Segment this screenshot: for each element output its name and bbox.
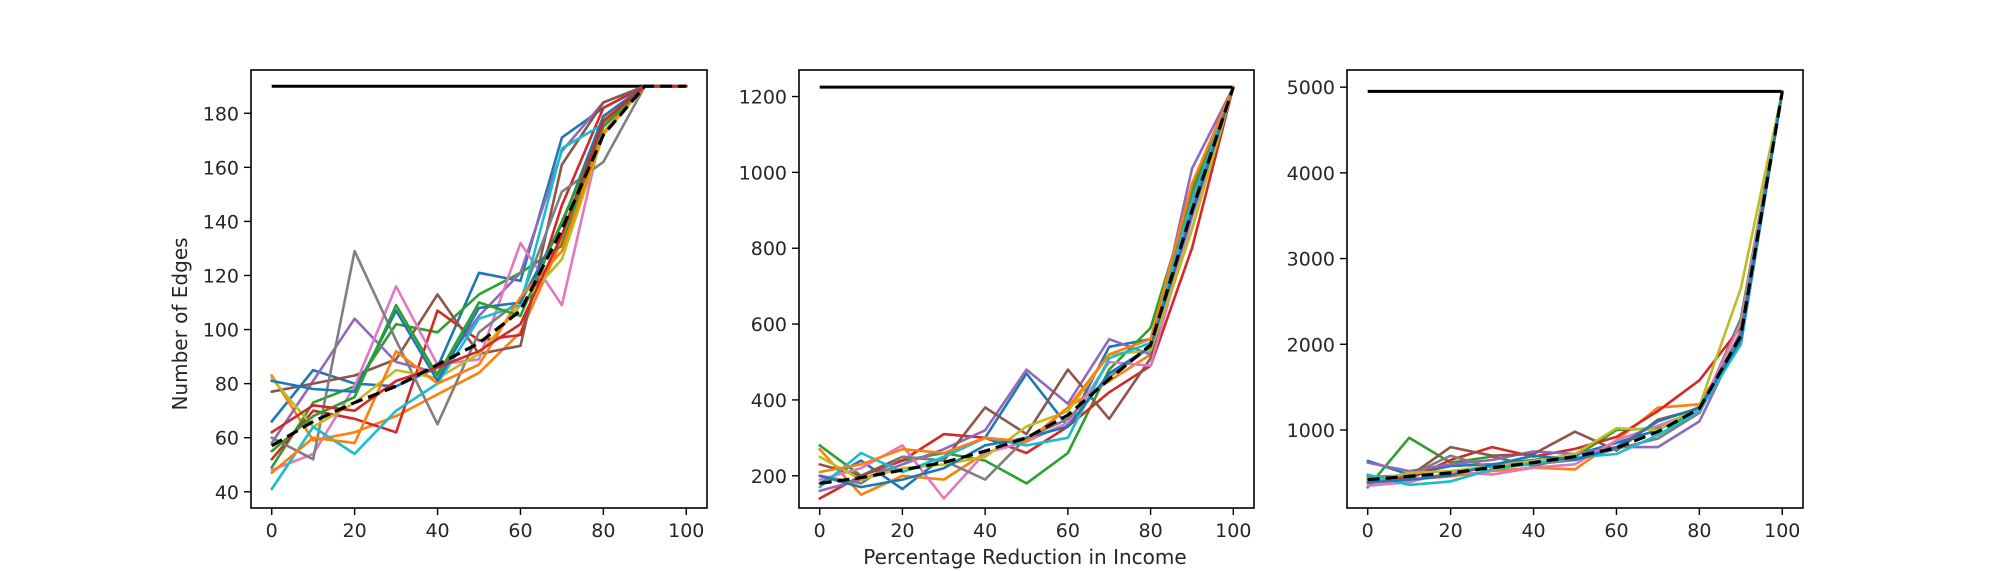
y-tick-label: 600 — [751, 314, 787, 336]
series-line-11 — [270, 84, 688, 394]
x-tick-label: 40 — [973, 520, 997, 542]
series-line-3 — [1366, 90, 1784, 489]
x-tick-label: 20 — [890, 520, 914, 542]
series-line-8 — [1366, 90, 1784, 479]
x-tick-label: 100 — [1215, 520, 1251, 542]
series-line-6 — [270, 84, 688, 394]
series-line-3 — [270, 84, 688, 469]
y-axis-label: Number of Edges — [168, 237, 192, 410]
y-tick-label: 800 — [751, 238, 787, 260]
y-tick-label: 140 — [203, 211, 239, 233]
series-line-2 — [1366, 90, 1784, 485]
mean-line — [819, 86, 1235, 485]
panel-2: 0 20 40 60 80 100 200 400 600 800 1000 1200 — [739, 69, 1255, 542]
x-tick-label: 40 — [1521, 520, 1545, 542]
series-line-5 — [1366, 90, 1784, 473]
y-tick-label: 100 — [203, 320, 239, 342]
axes-frame — [798, 69, 1255, 509]
x-tick-label: 0 — [266, 520, 278, 542]
x-tick-label: 80 — [591, 520, 615, 542]
y-tick-label: 1000 — [739, 162, 787, 184]
plot-area — [1366, 89, 1784, 489]
series-line-10 — [270, 84, 688, 491]
x-tick-label: 80 — [1138, 520, 1162, 542]
x-tick-label: 100 — [1764, 520, 1800, 542]
x-tick-label: 60 — [1056, 520, 1080, 542]
y-tick-label: 120 — [203, 265, 239, 287]
panel-1: 0 20 40 60 80 100 40 60 80 100 120 140 160 180 — [203, 69, 708, 542]
plot-area — [818, 85, 1235, 500]
series-line-9 — [818, 85, 1235, 481]
y-tick-label: 80 — [215, 374, 239, 396]
y-tick-label: 180 — [203, 103, 239, 125]
x-tick-label: 60 — [508, 520, 532, 542]
series-line-6 — [1366, 90, 1784, 482]
y-tick-label: 200 — [751, 466, 787, 488]
series-line-12 — [818, 85, 1235, 474]
series-line-8 — [270, 84, 688, 461]
series-line-7 — [270, 84, 688, 472]
y-tick-label: 5000 — [1287, 77, 1335, 99]
x-tick-label: 60 — [1604, 520, 1628, 542]
y-tick-label: 4000 — [1287, 163, 1335, 185]
axes-frame — [250, 69, 708, 509]
mean-line — [270, 84, 687, 448]
series-line-2 — [270, 84, 688, 442]
series-line-11 — [1366, 90, 1784, 484]
x-tick-label: 0 — [1362, 520, 1374, 542]
series-line-7 — [1366, 90, 1784, 488]
y-tick-label: 2000 — [1287, 334, 1335, 356]
series-line-1 — [1366, 90, 1784, 476]
x-tick-label: 0 — [814, 520, 826, 542]
x-tick-label: 40 — [425, 520, 449, 542]
y-tick-label: 160 — [203, 157, 239, 179]
x-tick-label: 20 — [1439, 520, 1463, 542]
series-line-4 — [270, 84, 688, 461]
series-line-4 — [1366, 90, 1784, 481]
series-line-10 — [1366, 90, 1784, 487]
x-tick-label: 100 — [668, 520, 704, 542]
y-tick-label: 1000 — [1287, 420, 1335, 442]
y-tick-label: 60 — [215, 428, 239, 450]
x-tick-label: 80 — [1687, 520, 1711, 542]
plot-area — [270, 84, 688, 491]
series-line-13 — [270, 84, 688, 453]
series-line-12 — [270, 84, 688, 475]
y-tick-label: 40 — [215, 482, 239, 504]
series-line-9 — [1366, 90, 1784, 483]
series-line-11 — [818, 85, 1235, 489]
panel-3: 0 20 40 60 80 100 1000 2000 3000 4000 5000 — [1287, 69, 1804, 542]
y-tick-label: 3000 — [1287, 249, 1335, 271]
y-tick-label: 1200 — [739, 87, 787, 109]
y-tick-label: 400 — [751, 390, 787, 412]
x-tick-label: 20 — [343, 520, 367, 542]
x-axis-label: Percentage Reduction in Income — [863, 545, 1186, 569]
axes-frame — [1346, 69, 1804, 509]
mean-line — [1367, 91, 1784, 482]
